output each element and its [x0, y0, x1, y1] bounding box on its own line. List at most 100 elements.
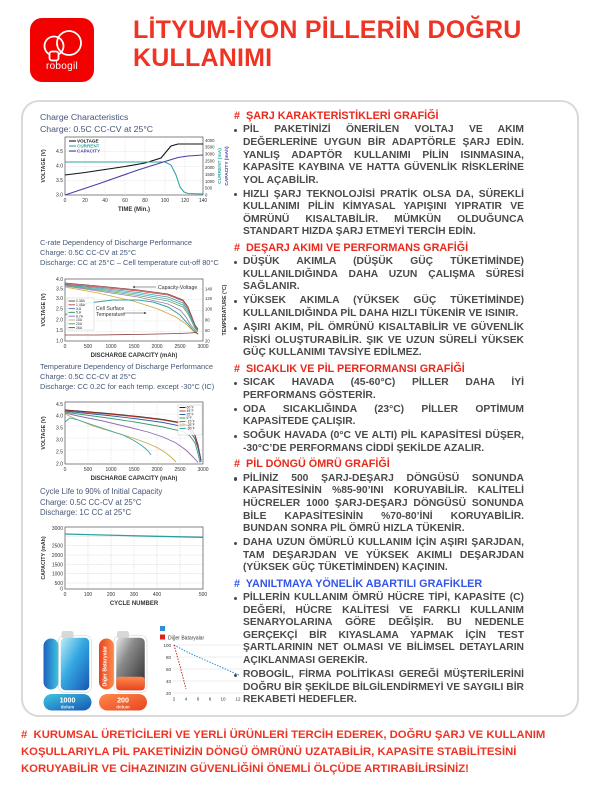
svg-text:100: 100 — [163, 643, 171, 648]
svg-text:0: 0 — [205, 193, 208, 198]
svg-text:3.0: 3.0 — [56, 296, 63, 302]
svg-text:VOLTAGE (V): VOLTAGE (V) — [41, 416, 47, 450]
svg-text:3000: 3000 — [205, 152, 215, 157]
svg-text:60: 60 — [166, 667, 172, 672]
svg-text:10: 10 — [220, 697, 226, 702]
svg-text:1500: 1500 — [128, 344, 139, 350]
svg-text:500: 500 — [84, 467, 93, 473]
svg-text:1500: 1500 — [205, 172, 215, 177]
svg-text:4: 4 — [185, 697, 188, 702]
svg-text:100: 100 — [84, 592, 93, 598]
svg-text:4.5: 4.5 — [56, 149, 63, 155]
svg-text:140: 140 — [199, 198, 208, 204]
svg-text:20: 20 — [205, 339, 210, 344]
svg-text:1500: 1500 — [52, 562, 63, 568]
svg-text:4.0: 4.0 — [56, 164, 63, 170]
svg-text:3.0: 3.0 — [56, 193, 63, 199]
svg-text:2500: 2500 — [52, 544, 63, 550]
svg-text:0: 0 — [64, 467, 67, 473]
svg-text:TEMPERATURE (°C): TEMPERATURE (°C) — [222, 284, 228, 335]
svg-text:3.5: 3.5 — [56, 178, 63, 184]
svg-text:2000: 2000 — [205, 165, 215, 170]
svg-text:12: 12 — [235, 697, 241, 702]
svg-text:dolum: dolum — [61, 704, 75, 709]
svg-text:3000: 3000 — [52, 526, 63, 532]
svg-text:2000: 2000 — [52, 553, 63, 559]
svg-text:60: 60 — [122, 198, 128, 204]
svg-text:6: 6 — [197, 697, 200, 702]
svg-text:3500: 3500 — [205, 145, 215, 150]
svg-text:2: 2 — [173, 697, 176, 702]
svg-text:2.5: 2.5 — [56, 450, 63, 456]
svg-text:2.0: 2.0 — [56, 317, 63, 323]
svg-text:2500: 2500 — [174, 467, 185, 473]
svg-text:Diğer Bataryalar: Diğer Bataryalar — [168, 636, 204, 642]
svg-text:1000: 1000 — [105, 344, 116, 350]
svg-text:1.0: 1.0 — [56, 339, 63, 345]
svg-text:20: 20 — [166, 691, 172, 696]
svg-text:500: 500 — [55, 581, 64, 587]
svg-text:60: 60 — [205, 328, 210, 333]
svg-text:DISCHARGE CAPACITY (mAh): DISCHARGE CAPACITY (mAh) — [91, 476, 178, 482]
svg-text:1000: 1000 — [105, 467, 116, 473]
svg-text:1000: 1000 — [205, 179, 215, 184]
svg-text:Capacity-Voltage: Capacity-Voltage — [158, 285, 197, 291]
svg-text:CAPACITY (mAh): CAPACITY (mAh) — [41, 536, 47, 580]
svg-text:VOLTAGE (V): VOLTAGE (V) — [41, 149, 47, 183]
svg-text:3000: 3000 — [197, 344, 208, 350]
svg-text:0: 0 — [64, 198, 67, 204]
svg-text:2500: 2500 — [174, 344, 185, 350]
svg-text:300: 300 — [130, 592, 139, 598]
svg-text:1000: 1000 — [52, 572, 63, 578]
svg-text:-30°F: -30°F — [187, 427, 195, 431]
svg-text:80: 80 — [166, 655, 172, 660]
svg-text:140: 140 — [205, 287, 213, 292]
svg-text:500: 500 — [205, 186, 213, 191]
svg-text:100: 100 — [205, 307, 213, 312]
svg-text:CYCLE NUMBER: CYCLE NUMBER — [110, 601, 159, 607]
svg-text:Diğer Bataryalar: Diğer Bataryalar — [103, 646, 109, 687]
svg-text:4.0: 4.0 — [56, 277, 63, 283]
svg-text:80: 80 — [205, 317, 210, 322]
svg-text:2.5: 2.5 — [56, 307, 63, 313]
svg-text:2000: 2000 — [151, 344, 162, 350]
svg-text:CURRENT (mA): CURRENT (mA) — [217, 148, 223, 184]
svg-text:500: 500 — [84, 344, 93, 350]
svg-text:robogil: robogil — [46, 61, 78, 72]
svg-text:3.0: 3.0 — [56, 438, 63, 444]
svg-text:100: 100 — [161, 198, 170, 204]
svg-text:CAPACITY (mAh): CAPACITY (mAh) — [224, 146, 230, 186]
svg-text:0: 0 — [64, 344, 67, 350]
svg-text:8: 8 — [209, 697, 212, 702]
svg-text:DISCHARGE CAPACITY (mAh): DISCHARGE CAPACITY (mAh) — [91, 353, 178, 359]
svg-text:2500: 2500 — [205, 158, 215, 163]
svg-text:400: 400 — [153, 592, 162, 598]
svg-text:2000: 2000 — [151, 467, 162, 473]
svg-text:2.0: 2.0 — [56, 462, 63, 468]
svg-text:200: 200 — [117, 696, 129, 704]
svg-text:TIME (Min.): TIME (Min.) — [118, 207, 150, 213]
svg-text:120: 120 — [205, 296, 213, 301]
svg-text:1.5: 1.5 — [56, 328, 63, 334]
svg-text:3.5: 3.5 — [56, 287, 63, 293]
svg-text:1500: 1500 — [128, 467, 139, 473]
svg-text:80: 80 — [142, 198, 148, 204]
svg-text:4.5: 4.5 — [56, 402, 63, 408]
svg-text:200: 200 — [107, 592, 116, 598]
svg-text:4000: 4000 — [205, 138, 215, 143]
svg-text:VOLTAGE (V): VOLTAGE (V) — [41, 293, 47, 327]
svg-text:20: 20 — [82, 198, 88, 204]
svg-text:4.0: 4.0 — [56, 414, 63, 420]
svg-text:dolum: dolum — [116, 704, 130, 709]
svg-text:0: 0 — [64, 592, 67, 598]
svg-text:40: 40 — [102, 198, 108, 204]
svg-text:3000: 3000 — [197, 467, 208, 473]
svg-text:40: 40 — [166, 679, 172, 684]
svg-text:26A: 26A — [76, 326, 83, 330]
svg-text:CAPACITY: CAPACITY — [77, 149, 100, 154]
svg-text:500: 500 — [199, 592, 208, 598]
svg-text:120: 120 — [181, 198, 190, 204]
svg-text:1000: 1000 — [60, 696, 76, 704]
svg-text:Temperature: Temperature — [96, 312, 125, 318]
svg-text:3.5: 3.5 — [56, 426, 63, 432]
